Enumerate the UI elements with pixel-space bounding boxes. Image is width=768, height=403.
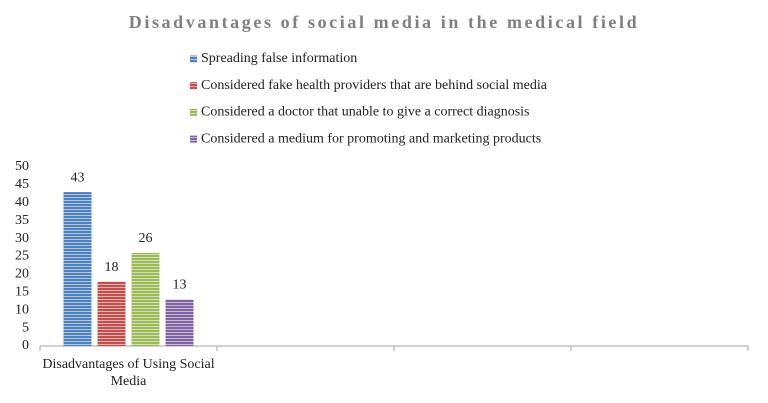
y-tick-label: 50 — [15, 159, 29, 174]
y-tick-label: 45 — [15, 177, 29, 192]
y-tick-label: 35 — [15, 213, 29, 228]
legend-label: Considered a doctor that unable to give … — [201, 105, 530, 120]
bar — [131, 252, 160, 346]
y-tick-label: 30 — [15, 231, 29, 246]
legend-label: Considered a medium for promoting and ma… — [201, 131, 541, 146]
chart-title: Disadvantages of social media in the med… — [129, 12, 640, 32]
data-label: 26 — [139, 231, 153, 246]
bar — [63, 192, 92, 346]
y-tick-label: 15 — [15, 285, 29, 300]
data-label: 43 — [71, 170, 85, 185]
y-tick-label: 0 — [22, 338, 29, 353]
legend-label: Considered fake health providers that ar… — [201, 78, 548, 93]
y-tick-label: 20 — [15, 267, 29, 282]
bar — [97, 281, 126, 346]
legend-swatch — [190, 108, 197, 116]
y-tick-label: 25 — [15, 249, 29, 264]
legend-swatch — [190, 135, 197, 143]
y-tick-label: 5 — [22, 320, 29, 335]
legend-label: Spreading false information — [201, 51, 357, 66]
data-label: 13 — [173, 278, 187, 293]
y-tick-label: 40 — [15, 195, 29, 210]
bar — [165, 299, 194, 346]
x-tick-label: Disadvantages of Using Social Media — [42, 357, 215, 389]
data-label: 18 — [105, 260, 119, 275]
legend-swatch — [190, 55, 197, 63]
legend-swatch — [190, 82, 197, 90]
y-tick-label: 10 — [15, 302, 29, 317]
